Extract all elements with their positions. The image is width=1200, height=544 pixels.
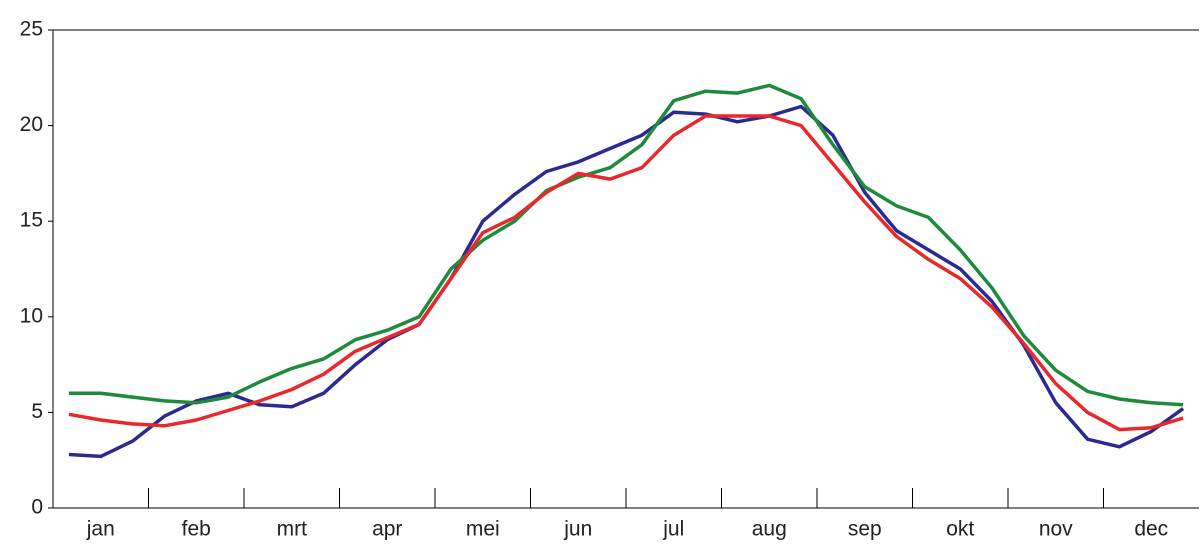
x-tick-label: jun: [563, 518, 592, 541]
y-tick-label: 15: [20, 209, 43, 232]
series-line: [68, 114, 1184, 432]
x-tick-label: aug: [752, 518, 787, 541]
y-tick-label: 10: [20, 304, 43, 327]
x-tick-label: jan: [86, 518, 115, 541]
x-tick-label: jul: [662, 518, 684, 541]
y-tick-label: 5: [31, 400, 43, 423]
x-tick-label: okt: [946, 518, 974, 541]
x-tick-label: apr: [372, 518, 402, 541]
x-tick-label: feb: [182, 518, 211, 541]
y-tick-label: 20: [20, 113, 43, 136]
series-line: [68, 83, 1184, 407]
y-tick-label: 25: [20, 18, 43, 41]
x-tick-label: mrt: [277, 518, 307, 541]
x-tick-label: sep: [848, 518, 882, 541]
y-tick-label: 0: [31, 496, 43, 519]
x-tick-label: nov: [1039, 518, 1073, 541]
x-tick-label: mei: [466, 518, 500, 541]
series-line: [68, 104, 1185, 459]
x-tick-label: dec: [1134, 518, 1168, 541]
